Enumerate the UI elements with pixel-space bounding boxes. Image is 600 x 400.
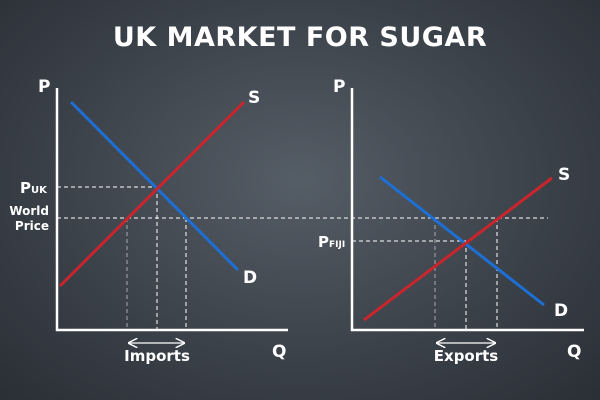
left-q-axis-label: Q (272, 342, 286, 362)
left-axes (55, 88, 288, 332)
right-q-axis-label: Q (567, 342, 581, 362)
imports-label: Imports (124, 347, 190, 365)
right-axes (350, 88, 584, 332)
world-price-label-line2: Price (15, 219, 49, 233)
left-p-axis-label: P (38, 77, 50, 97)
right-demand-label: D (554, 301, 568, 321)
right-supply-curve (363, 176, 553, 322)
right-panel: P Q S D PFIJI Exports (318, 77, 584, 365)
fiji-price-label: PFIJI (318, 233, 345, 251)
left-supply-curve (58, 100, 246, 288)
uk-price-label: PUK (20, 179, 48, 197)
exports-label: Exports (434, 347, 499, 365)
left-supply-label: S (248, 88, 260, 108)
right-p-axis-label: P (333, 77, 345, 97)
left-demand-label: D (243, 268, 257, 288)
left-demand-curve (69, 100, 240, 272)
right-demand-curve (379, 175, 545, 307)
world-price-label-line1: World (9, 204, 49, 218)
diagram-title: UK MARKET FOR SUGAR (113, 22, 487, 53)
right-supply-label: S (558, 165, 570, 185)
left-panel: P Q S D PUK World Price Imports (9, 77, 548, 365)
